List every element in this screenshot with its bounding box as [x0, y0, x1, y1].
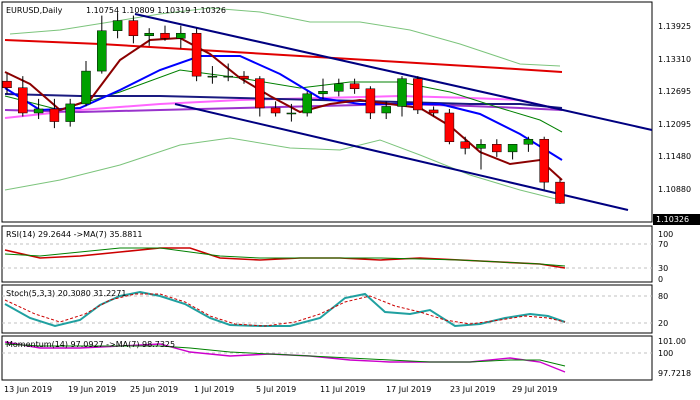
candle-body[interactable] [97, 30, 107, 72]
candle-body[interactable] [397, 78, 407, 107]
date-tick: 1 Jul 2019 [194, 385, 234, 394]
candle-body[interactable] [191, 32, 202, 77]
rsi-axis-30: 30 [658, 264, 668, 273]
symbol-header: EURUSD,Daily [6, 6, 63, 15]
candle-body[interactable] [270, 107, 281, 114]
rsi-axis-100: 100 [658, 230, 673, 239]
rsi-axis-70: 70 [658, 240, 668, 249]
candle-body[interactable] [555, 181, 565, 204]
candle-body[interactable] [365, 88, 376, 114]
price-tick: 1.13310 [658, 55, 691, 64]
date-tick: 19 Jun 2019 [68, 385, 116, 394]
momentum-ma-line [4, 343, 566, 367]
momentum-axis-100: 100 [658, 349, 673, 358]
rsi-panel[interactable] [1, 225, 653, 283]
candle-body[interactable] [33, 108, 44, 114]
candle-body[interactable] [223, 75, 233, 78]
candle-body[interactable] [286, 112, 297, 115]
price-tick: 1.12095 [658, 120, 691, 129]
current-price-box [653, 214, 700, 225]
channel-upper-line[interactable] [134, 13, 653, 131]
stoch-axis-80: 80 [658, 292, 668, 301]
candle-body[interactable] [144, 32, 154, 37]
candle-body[interactable] [334, 83, 344, 92]
price-tick: 1.11480 [658, 152, 691, 161]
candle-body[interactable] [381, 106, 391, 114]
candle-body[interactable] [160, 32, 170, 39]
candles [2, 13, 565, 204]
ma-blue [4, 55, 563, 161]
date-tick: 13 Jun 2019 [4, 385, 52, 394]
candle-body[interactable] [476, 144, 486, 149]
date-tick: 23 Jul 2019 [450, 385, 495, 394]
candle-body[interactable] [65, 103, 75, 122]
bollinger-lower [4, 137, 561, 201]
candle-body[interactable] [460, 141, 470, 149]
candle-body[interactable] [112, 20, 123, 31]
price-tick: 1.12695 [658, 87, 691, 96]
candle-body[interactable] [128, 20, 139, 37]
date-tick: 5 Jul 2019 [256, 385, 296, 394]
candle-body[interactable] [428, 109, 439, 114]
momentum-axis-97: 97.7218 [658, 369, 691, 378]
price-tick: 1.13925 [658, 22, 691, 31]
ma-brown [4, 36, 563, 181]
rsi-label: RSI(14) 29.2644 ->MA(7) 35.8811 [6, 230, 143, 239]
momentum-axis-101: 101.00 [658, 337, 686, 346]
candle-body[interactable] [523, 138, 534, 145]
candle-body[interactable] [507, 144, 518, 153]
candle-body[interactable] [349, 83, 360, 90]
candle-body[interactable] [255, 78, 265, 109]
candle-body[interactable] [81, 70, 91, 105]
candle-body[interactable] [49, 108, 60, 122]
date-tick: 29 Jul 2019 [512, 385, 557, 394]
date-axis: 13 Jun 2019 19 Jun 2019 25 Jun 2019 1 Ju… [4, 385, 557, 394]
channel-lower-line[interactable] [174, 103, 629, 211]
candle-body[interactable] [239, 75, 249, 79]
candle-body[interactable] [176, 32, 186, 39]
candle-body[interactable] [207, 75, 218, 78]
rsi-axis-0: 0 [658, 275, 663, 284]
price-axis: 1.13925 1.13310 1.12695 1.12095 1.11480 … [658, 22, 691, 194]
candle-body[interactable] [18, 87, 28, 114]
stoch-main-line [4, 290, 566, 328]
candle-body[interactable] [2, 80, 12, 89]
current-price-label: 1.10326 [656, 215, 689, 224]
stoch-label: Stoch(5,3,3) 20.3080 31.2271 [6, 289, 126, 298]
candle-body[interactable] [318, 91, 328, 95]
date-tick: 11 Jul 2019 [320, 385, 365, 394]
stoch-panel[interactable] [1, 284, 653, 334]
candle-body[interactable] [302, 93, 312, 114]
date-tick: 17 Jul 2019 [386, 385, 431, 394]
ohlc-header: 1.10754 1.10809 1.10319 1.10326 [86, 6, 226, 15]
stoch-signal-line [4, 293, 566, 327]
rsi-ma-line [4, 247, 566, 267]
candle-body[interactable] [444, 112, 455, 143]
candle-body[interactable] [413, 78, 423, 111]
price-tick: 1.10880 [658, 185, 691, 194]
stoch-axis-20: 20 [658, 319, 668, 328]
date-tick: 25 Jun 2019 [130, 385, 178, 394]
candle-body[interactable] [492, 144, 502, 153]
momentum-label: Momentum(14) 97.0927 ->MA(7) 98.7325 [6, 340, 175, 349]
candle-body[interactable] [539, 138, 549, 183]
